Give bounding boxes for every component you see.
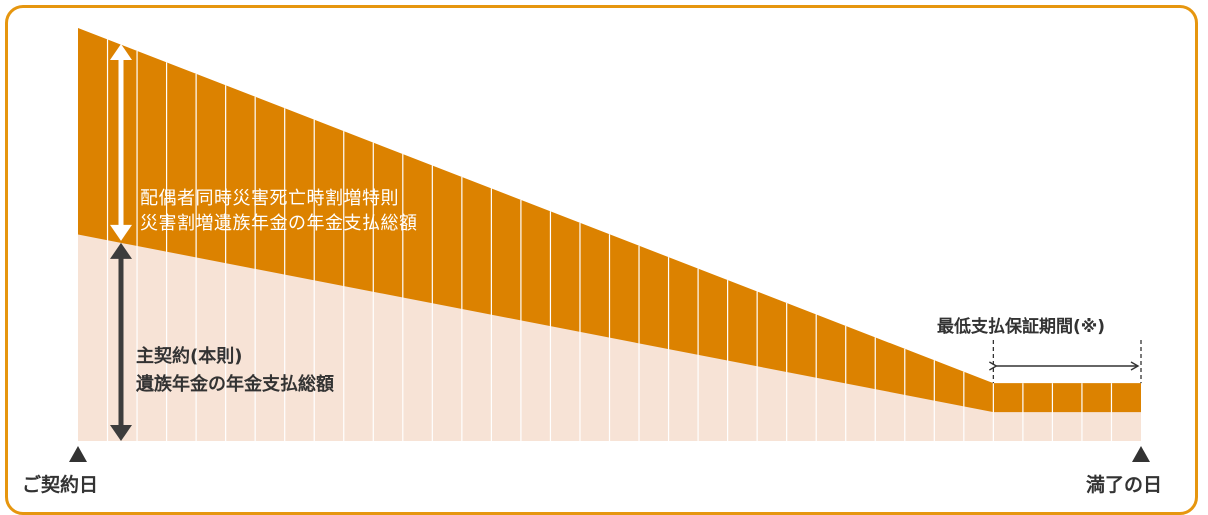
rider-arrow-head-up bbox=[110, 44, 132, 60]
main-arrow-head-down bbox=[110, 425, 132, 441]
rider-label-line2: 災害割増遺族年金の年金支払総額 bbox=[140, 213, 418, 234]
contract-date-label: ご契約日 bbox=[22, 474, 99, 496]
rider-arrow-head-down bbox=[110, 224, 132, 241]
guarantee-period-label: 最低支払保証期間(※) bbox=[937, 317, 1106, 337]
rider-label-line1: 配偶者同時災害死亡時割増特則 bbox=[140, 188, 399, 209]
main-label-line2: 遺族年金の年金支払総額 bbox=[136, 374, 334, 395]
main-annuity-label: 主契約(本則) 遺族年金の年金支払総額 bbox=[136, 343, 334, 399]
start-marker-icon bbox=[69, 446, 87, 462]
main-arrow-head-up bbox=[110, 242, 132, 259]
rider-annuity-label: 配偶者同時災害死亡時割増特則 災害割増遺族年金の年金支払総額 bbox=[140, 186, 418, 236]
diagram-frame: 配偶者同時災害死亡時割増特則 災害割増遺族年金の年金支払総額 主契約(本則) 遺… bbox=[5, 5, 1198, 515]
expiry-date-label: 満了の日 bbox=[1086, 474, 1163, 496]
annuity-diagram bbox=[69, 28, 1150, 462]
end-marker-icon bbox=[1132, 446, 1150, 462]
main-label-line1: 主契約(本則) bbox=[136, 346, 243, 367]
